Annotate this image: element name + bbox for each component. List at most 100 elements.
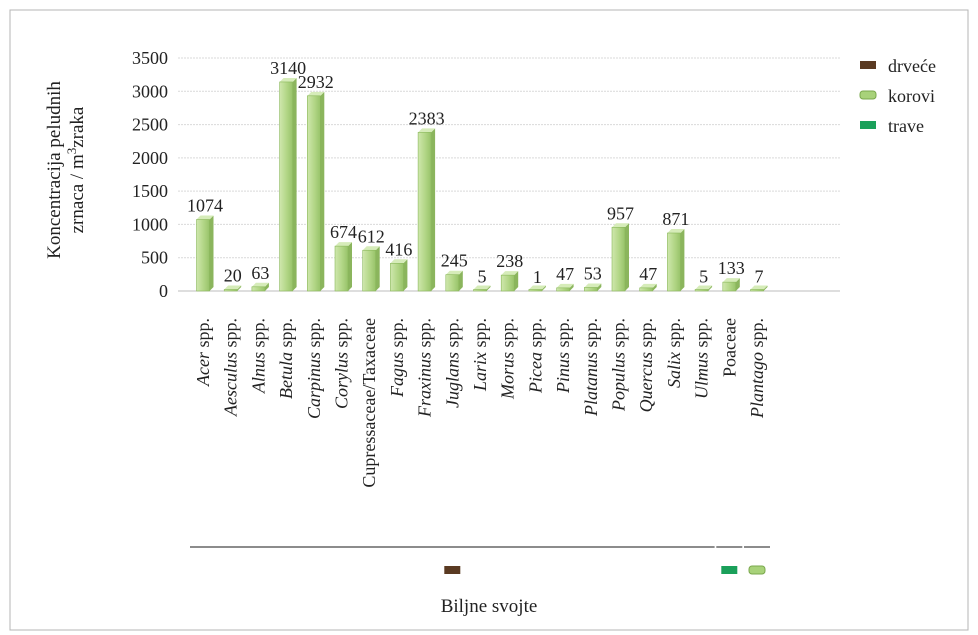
x-tick-label: Fagus spp. xyxy=(387,318,407,398)
data-label: 871 xyxy=(662,209,689,229)
data-label: 2932 xyxy=(298,72,334,92)
x-tick-name: Picea xyxy=(525,352,545,394)
legend: drveće korovi trave xyxy=(859,56,936,136)
x-tick-label: Betula spp. xyxy=(276,318,296,399)
bar-side xyxy=(680,229,685,291)
y-tick-label: 0 xyxy=(159,281,168,301)
bar-front xyxy=(362,249,377,292)
x-tick-name: Alnus xyxy=(248,352,268,394)
bar-top xyxy=(251,282,269,287)
bar-top xyxy=(639,283,657,288)
bar-side xyxy=(763,285,768,291)
legend-entry: trave xyxy=(860,116,924,136)
bar xyxy=(528,285,546,292)
bar-top xyxy=(307,91,325,96)
bar-front xyxy=(473,289,487,292)
x-tick-name: Cupressaceae/Taxaceae xyxy=(359,318,379,488)
bar xyxy=(750,285,768,292)
bar xyxy=(639,283,657,292)
x-tick-label: Alnus spp. xyxy=(248,318,268,394)
bar-front xyxy=(667,232,681,292)
bar xyxy=(223,285,242,292)
data-label: 3140 xyxy=(270,58,306,78)
chart-border xyxy=(9,9,969,631)
bar-side xyxy=(708,285,713,291)
bar-side xyxy=(264,282,269,291)
x-tick-suffix: spp. xyxy=(664,318,684,352)
x-tick-label: Picea spp. xyxy=(525,318,545,394)
x-tick-suffix: spp. xyxy=(248,318,268,352)
data-label: 20 xyxy=(224,266,242,286)
data-label: 238 xyxy=(496,251,523,271)
bar-front xyxy=(750,289,764,292)
bar-side xyxy=(597,283,602,291)
legend-swatch xyxy=(860,121,876,129)
x-tick-name: Morus xyxy=(498,352,518,400)
x-tick-label: Aesculus spp. xyxy=(221,318,241,417)
group-swatch xyxy=(748,565,766,575)
x-tick-name: Fagus xyxy=(387,352,407,398)
x-tick-label: Populus spp. xyxy=(609,318,629,412)
bar xyxy=(390,259,408,292)
category-group-brackets xyxy=(190,546,770,575)
bar-front xyxy=(417,132,432,292)
bar-top xyxy=(362,246,380,251)
y-axis-title-superscript: 3 xyxy=(64,148,79,155)
x-tick-name: Platanus xyxy=(581,352,601,417)
x-tick-name: Quercus xyxy=(636,352,656,412)
group-swatch xyxy=(444,566,461,574)
bar xyxy=(196,215,214,292)
x-tick-name: Fraxinus xyxy=(415,352,435,418)
bar xyxy=(667,229,685,292)
x-tick-label: Fraxinus spp. xyxy=(415,318,435,418)
data-label: 416 xyxy=(385,239,412,259)
legend-swatch xyxy=(859,90,877,100)
x-tick-suffix: spp. xyxy=(636,318,656,352)
bar xyxy=(611,223,629,292)
x-tick-suffix: spp. xyxy=(415,318,435,352)
bar-front xyxy=(445,274,460,292)
x-tick-name: Juglans xyxy=(442,352,462,408)
x-tick-suffix: spp. xyxy=(387,318,407,352)
x-tick-suffix: spp. xyxy=(221,318,241,352)
y-axis-title-line2-main: zrnaca / m xyxy=(67,154,88,233)
legend-entry: korovi xyxy=(859,86,935,106)
x-tick-suffix: spp. xyxy=(609,318,629,352)
x-tick-suffix: spp. xyxy=(193,318,213,352)
data-label: 133 xyxy=(718,258,745,278)
bar xyxy=(362,246,380,292)
legend-entry: drveće xyxy=(860,56,936,76)
x-tick-suffix: spp. xyxy=(332,318,352,352)
bar-top xyxy=(528,285,546,290)
bar xyxy=(473,285,491,292)
bar-front xyxy=(583,287,598,292)
x-tick-label: Juglans spp. xyxy=(442,318,462,408)
x-tick-suffix: spp. xyxy=(442,318,462,352)
x-tick-label: Larix spp. xyxy=(470,318,490,392)
bar-top xyxy=(612,223,629,228)
bar-top xyxy=(695,285,713,290)
x-tick-name: Carpinus xyxy=(304,352,324,419)
bar-side xyxy=(541,285,546,291)
x-axis-title: Biljne svojte xyxy=(441,596,538,617)
bar-top xyxy=(556,283,574,288)
bar xyxy=(306,91,325,292)
x-tick-label: Carpinus spp. xyxy=(304,318,324,419)
y-tick-label: 2500 xyxy=(132,115,168,135)
x-tick-suffix: spp. xyxy=(276,318,296,352)
x-tick-suffix: spp. xyxy=(525,318,545,352)
x-tick-suffix: spp. xyxy=(692,318,712,352)
data-label: 47 xyxy=(556,264,574,284)
bar-front xyxy=(390,263,404,292)
y-tick-label: 1500 xyxy=(132,181,168,201)
bar-side xyxy=(514,271,519,291)
legend-label: trave xyxy=(888,116,924,136)
y-axis-title-line2-end: zraka xyxy=(67,106,88,148)
x-tick-labels: Acer spp.Aesculus spp.Alnus spp.Betula s… xyxy=(193,318,767,488)
x-tick-label: Salix spp. xyxy=(664,318,684,388)
x-tick-label: Pinus spp. xyxy=(553,318,573,394)
x-tick-suffix: spp. xyxy=(553,318,573,352)
x-tick-name: Corylus xyxy=(332,352,352,409)
data-label: 2383 xyxy=(409,108,445,128)
bar-side xyxy=(431,128,436,291)
